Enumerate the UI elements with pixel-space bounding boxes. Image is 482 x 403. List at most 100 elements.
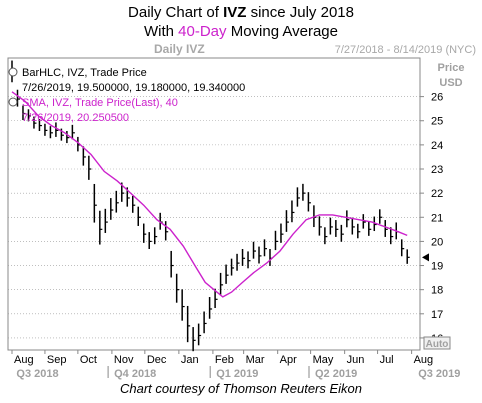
price-bar [137,206,141,226]
price-bar [164,221,169,241]
y-tick-label: 25 [431,116,443,128]
price-bar [346,210,350,228]
auto-scale-label: Auto [426,339,449,350]
price-bar [230,258,235,276]
price-bar [258,246,262,264]
auto-scale-button[interactable] [423,336,451,350]
price-bar [241,249,246,266]
y-tick-label: 26 [431,92,443,104]
current-price-arrow [422,253,429,262]
price-bar [280,223,284,243]
x-month-label: Jan [181,354,199,366]
price-bar [33,116,37,129]
price-bar [291,200,295,223]
y-tick-label: 24 [431,140,443,152]
price-bar [175,273,180,303]
price-bar [219,272,224,295]
x-month-label: Feb [215,354,234,366]
price-bar [357,223,361,239]
y-tick-label: 21 [431,212,443,224]
y-tick-label: 23 [431,164,443,176]
y-tick-label: 17 [431,309,443,321]
x-quarter-label: Q2 2019 [315,368,357,380]
y-tick-label: 18 [431,285,443,297]
price-bar [379,209,383,224]
price-bar [44,123,48,136]
price-bar [38,118,42,131]
axis-currency-label: USD [439,77,462,89]
price-bar [236,253,240,271]
chart-title-line1: Daily Chart of IVZ since July 2018 [128,4,354,21]
price-bar [285,210,289,232]
price-bar [88,155,92,180]
legend-sma-toggle-icon[interactable] [8,97,18,107]
price-bar [66,131,70,144]
x-month-label: Sep [47,354,67,366]
price-bar [384,220,388,237]
price-bar [324,227,328,245]
sma-line [11,91,408,298]
price-bar [132,195,136,213]
x-quarter-label: Q3 2018 [16,368,58,380]
price-bar [203,311,207,334]
chart-credit: Chart courtesy of Thomson Reuters Eikon [119,381,363,396]
current-price-marker [422,253,429,262]
price-bar [263,239,267,257]
price-bar [400,239,405,257]
ma-period-highlight: 40-Day [178,23,227,40]
price-bar [93,183,97,223]
price-bar [115,190,119,213]
x-month-label: Jun [347,354,365,366]
ticker-symbol: IVZ [223,4,247,21]
price-bar [296,187,300,207]
x-month-label: Aug [14,354,34,366]
legend-price-values: 7/26/2019, 19.500000, 19.180000, 19.3400… [22,82,245,94]
price-bar [406,249,410,264]
price-bar [302,183,306,201]
price-bar [16,89,20,107]
legend-price-series: BarHLC, IVZ, Trade Price [22,67,147,79]
price-bar [252,241,257,259]
axis-price-label: Price [438,62,465,74]
x-quarter-label: Q1 2019 [216,368,258,380]
price-bar [214,288,218,309]
price-bar [153,227,158,245]
price-bar [99,210,103,245]
price-bar [170,250,174,278]
price-bar [335,220,339,237]
date-range: 7/27/2018 - 8/14/2019 (NYC) [335,44,476,56]
price-bar [318,216,322,236]
price-bars [11,60,410,352]
y-axis-ticks: 1617181920212223242526 [420,92,443,345]
chart-title-line2: With 40-Day Moving Average [144,23,338,40]
x-month-label: Nov [114,354,134,366]
price-bar [368,221,372,236]
price-bar [351,217,355,235]
legend-sma-values: 7/26/2019, 20.250500 [22,112,129,124]
x-month-label: Mar [246,354,265,366]
y-tick-label: 19 [431,261,443,273]
price-bar [71,124,75,140]
price-bar [225,264,229,284]
x-quarter-label: Q3 2019 [418,368,460,380]
price-bar [197,323,202,346]
price-bar [55,122,59,137]
price-bar [247,251,251,269]
price-bar [22,105,26,121]
price-bar [142,223,147,243]
y-tick-label: 20 [431,236,443,248]
price-bar [208,297,213,319]
x-month-label: Dec [147,354,167,366]
price-bar [49,126,53,139]
price-bar [373,216,377,232]
price-bar [329,217,333,235]
price-bar [186,305,191,343]
price-bar [110,198,114,220]
price-bar [82,146,86,166]
legend-toggle-icon[interactable] [8,67,18,77]
price-bar [274,230,278,251]
price-bar [104,208,108,233]
price-bar [362,214,366,229]
plot-area [7,57,421,351]
